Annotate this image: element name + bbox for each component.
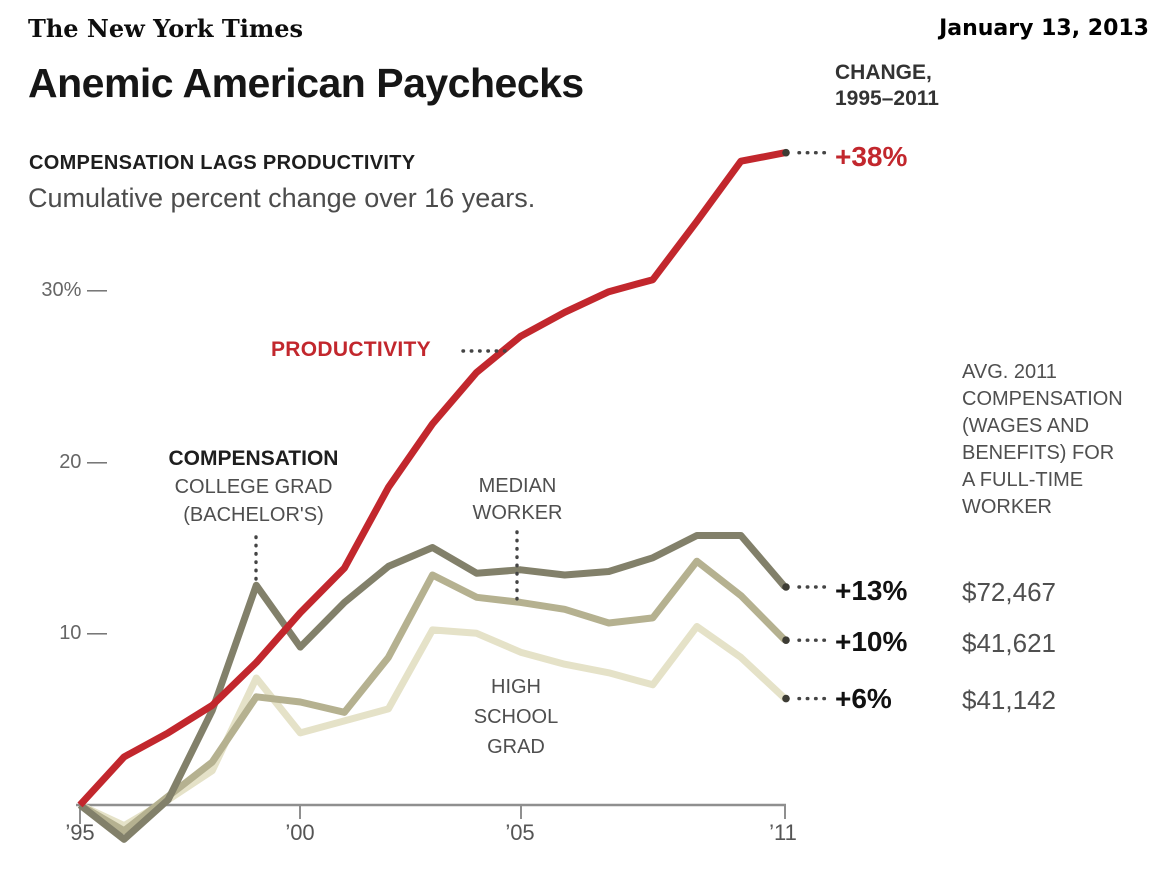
compensation-label-line3: (BACHELOR'S): [183, 504, 324, 526]
date-label: January 13, 2013: [939, 16, 1149, 41]
median-worker-series-label: MEDIAN WORKER: [445, 473, 590, 527]
productivity-series-label: PRODUCTIVITY: [271, 338, 431, 361]
productivity-change-value: +38%: [835, 141, 908, 172]
college-grad-line-end-dot: [782, 583, 790, 591]
change-header-line1: CHANGE,: [835, 61, 932, 84]
page-title: Anemic American Paychecks: [28, 60, 584, 106]
x-tick-2011: ’11: [769, 820, 797, 845]
avg-note-line: COMPENSATION: [962, 388, 1123, 410]
compensation-label-bold: COMPENSATION: [168, 447, 339, 470]
avg-note-line: WORKER: [962, 496, 1052, 518]
college-grad-series-label: COMPENSATION COLLEGE GRAD (BACHELOR'S): [130, 445, 377, 529]
avg-compensation-note: AVG. 2011 COMPENSATION (WAGES AND BENEFI…: [962, 359, 1123, 521]
median-worker-line-end-dot: [782, 636, 790, 644]
median-label-line1: MEDIAN: [478, 475, 557, 497]
college-grad-avg-compensation: $72,467: [962, 577, 1056, 607]
high-school-avg-compensation: $41,142: [962, 685, 1056, 715]
high-school-series-label: HIGH SCHOOL GRAD: [445, 672, 587, 762]
high-school-line-end-dot: [782, 694, 790, 703]
college-grad-line: [77, 532, 788, 843]
highschool-label-line2: SCHOOL: [473, 706, 559, 728]
college-grad-change-value: +13%: [835, 575, 908, 606]
y-tick-30pct: 30% —: [41, 279, 107, 301]
productivity-line: [77, 149, 786, 808]
change-header-line2: 1995–2011: [835, 87, 939, 110]
highschool-label-line3: GRAD: [487, 736, 545, 758]
x-tick-1995: ’95: [65, 820, 95, 845]
highschool-label-line1: HIGH: [491, 676, 541, 698]
median-label-line2: WORKER: [472, 502, 563, 524]
change-column-header: CHANGE, 1995–2011: [835, 60, 939, 112]
avg-note-line: A FULL-TIME: [962, 469, 1084, 491]
y-tick-10: 10 —: [59, 622, 107, 644]
high-school-change-value: +6%: [835, 683, 892, 714]
chart-subtitle-heading: COMPENSATION LAGS PRODUCTIVITY: [29, 152, 416, 174]
avg-note-line: AVG. 2011: [962, 361, 1057, 383]
avg-note-line: (WAGES AND: [962, 415, 1090, 437]
productivity-line-end-dot: [782, 148, 790, 157]
x-tick-2000: ’00: [285, 820, 315, 845]
avg-note-line: BENEFITS) FOR: [962, 442, 1115, 464]
y-tick-20: 20 —: [59, 451, 107, 473]
chart-subtitle-description: Cumulative percent change over 16 years.: [28, 183, 536, 213]
high-school-line: [78, 623, 788, 830]
median-worker-avg-compensation: $41,621: [962, 628, 1056, 658]
median-worker-change-value: +10%: [835, 626, 908, 657]
x-tick-2005: ’05: [505, 820, 535, 845]
x-axis-ticks: [79, 805, 786, 824]
nyt-logo: The New York Times: [28, 14, 303, 43]
compensation-label-line2: COLLEGE GRAD: [174, 476, 333, 498]
median-worker-line: [78, 557, 788, 835]
annotation-leader-dots: [254, 349, 519, 601]
data-series-lines: [77, 148, 832, 843]
